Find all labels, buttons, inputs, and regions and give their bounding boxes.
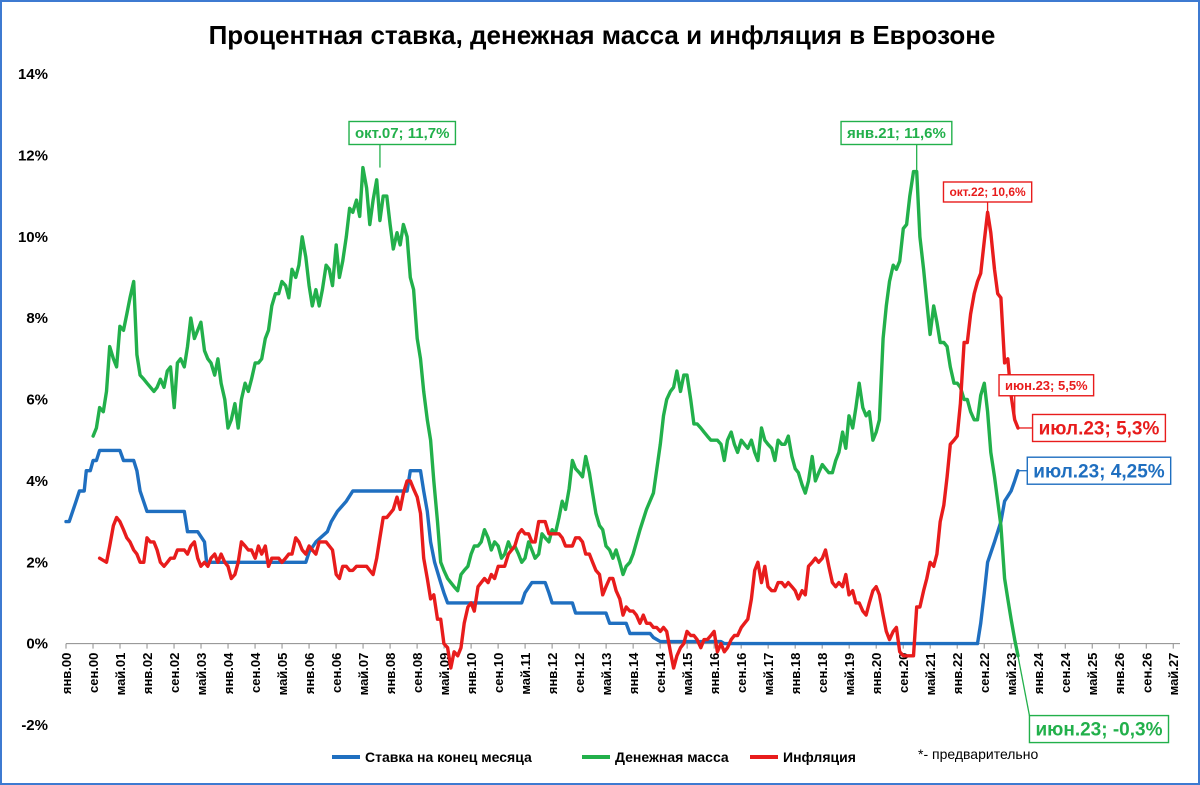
chart-title: Процентная ставка, денежная масса и инфл…	[209, 20, 996, 50]
x-tick-label: май.17	[761, 653, 776, 696]
x-tick-label: янв.24	[1031, 652, 1046, 694]
annotation-callout: янв.21; 11,6%	[840, 120, 953, 172]
x-tick-label: сен.10	[491, 653, 506, 693]
x-tick-label: май.09	[437, 653, 452, 696]
y-tick-label: 10%	[18, 229, 48, 246]
x-tick-label: янв.18	[788, 653, 803, 695]
x-tick-label: сен.26	[1139, 653, 1154, 693]
x-tick-label: янв.04	[221, 652, 236, 694]
x-tick-label: май.07	[356, 653, 371, 696]
y-tick-label: -2%	[21, 717, 48, 734]
legend-label: Инфляция	[783, 749, 856, 765]
x-tick-label: сен.00	[86, 653, 101, 693]
annotation-box	[942, 181, 1033, 203]
x-tick-label: май.15	[680, 653, 695, 696]
series-line-3	[97, 210, 1020, 670]
annotation-callout: окт.22; 10,6%	[942, 181, 1033, 213]
annotation-callout: июн.23; -0,3%	[1017, 655, 1170, 744]
annotation-callout: июн.23; 5,5%	[998, 374, 1095, 420]
x-tick-label: май.13	[599, 653, 614, 696]
x-tick-label: янв.12	[545, 653, 560, 695]
x-tick-label: янв.16	[707, 653, 722, 695]
series-line-1	[64, 448, 1020, 646]
y-tick-label: 12%	[18, 147, 48, 164]
x-tick-label: май.21	[923, 653, 938, 696]
annotation-box	[1031, 413, 1167, 443]
x-tick-label: май.19	[842, 653, 857, 696]
x-tick-label: сен.06	[329, 653, 344, 693]
x-tick-label: янв.22	[950, 653, 965, 695]
annotation-box	[1026, 456, 1172, 485]
annotation-label: июн.23; 5,5%	[1005, 378, 1088, 393]
legend-label: Ставка на конец месяца	[365, 749, 532, 765]
annotations: окт.07; 11,7% янв.21; 11,6% окт.22; 10,6% и…	[348, 120, 1172, 744]
x-axis: янв.00 сен.00 май.01 янв.02 сен.02 май.03 янв.…	[59, 643, 1181, 696]
x-tick-label: май.11	[518, 653, 533, 695]
x-tick-label: янв.10	[464, 653, 479, 695]
footnote: *- предварительно	[918, 746, 1038, 762]
annotation-label: янв.21; 11,6%	[847, 125, 946, 142]
x-tick-label: май.01	[113, 653, 128, 696]
series-line-2	[91, 165, 1020, 658]
series-layer	[64, 165, 1020, 670]
x-tick-label: сен.02	[167, 653, 182, 693]
x-tick-label: сен.04	[248, 652, 263, 693]
x-tick-label: янв.08	[383, 653, 398, 695]
legend-label: Денежная масса	[615, 749, 729, 765]
annotation-box	[348, 120, 457, 146]
y-tick-label: 6%	[26, 392, 48, 409]
x-tick-label: янв.06	[302, 653, 317, 695]
x-tick-label: сен.14	[653, 652, 668, 693]
y-tick-label: 8%	[26, 310, 48, 327]
annotation-callout: июл.23; 5,3%	[1017, 413, 1167, 443]
annotation-label: июл.23; 4,25%	[1033, 461, 1165, 482]
x-tick-label: янв.00	[59, 653, 74, 695]
x-tick-label: сен.22	[977, 653, 992, 693]
x-tick-label: май.05	[275, 653, 290, 696]
annotation-label: окт.07; 11,7%	[355, 125, 449, 142]
annotation-label: июн.23; -0,3%	[1035, 720, 1162, 741]
y-tick-label: 14%	[18, 66, 48, 83]
x-tick-label: сен.08	[410, 653, 425, 693]
y-axis: 14% 12% 10% 8% 6% 4% 2% 0% -2%	[18, 66, 48, 734]
y-tick-label: 0%	[26, 636, 48, 653]
x-tick-label: май.25	[1085, 653, 1100, 696]
x-tick-label: сен.16	[734, 653, 749, 693]
annotation-label: окт.22; 10,6%	[949, 185, 1026, 199]
x-tick-label: май.03	[194, 653, 209, 696]
annotation-box	[998, 374, 1095, 397]
annotation-leader	[1017, 655, 1031, 716]
x-tick-label: сен.12	[572, 653, 587, 693]
x-tick-label: янв.02	[140, 653, 155, 695]
x-tick-label: май.23	[1004, 653, 1019, 696]
annotation-box	[840, 120, 953, 146]
annotation-callout: окт.07; 11,7%	[348, 120, 457, 168]
x-tick-label: сен.24	[1058, 652, 1073, 693]
x-tick-label: янв.26	[1112, 653, 1127, 695]
annotation-label: июл.23; 5,3%	[1039, 419, 1160, 440]
annotation-box	[1028, 714, 1170, 744]
x-tick-label: сен.20	[896, 653, 911, 693]
x-tick-label: май.27	[1166, 653, 1181, 696]
x-tick-label: янв.14	[626, 652, 641, 694]
x-tick-label: янв.20	[869, 653, 884, 695]
y-tick-label: 2%	[26, 554, 48, 571]
x-tick-label: сен.18	[815, 653, 830, 693]
legend: Ставка на конец месяца Денежная масса Инфл…	[332, 746, 1038, 765]
annotation-callout: июл.23; 4,25%	[1017, 456, 1172, 485]
y-tick-label: 4%	[26, 473, 48, 490]
